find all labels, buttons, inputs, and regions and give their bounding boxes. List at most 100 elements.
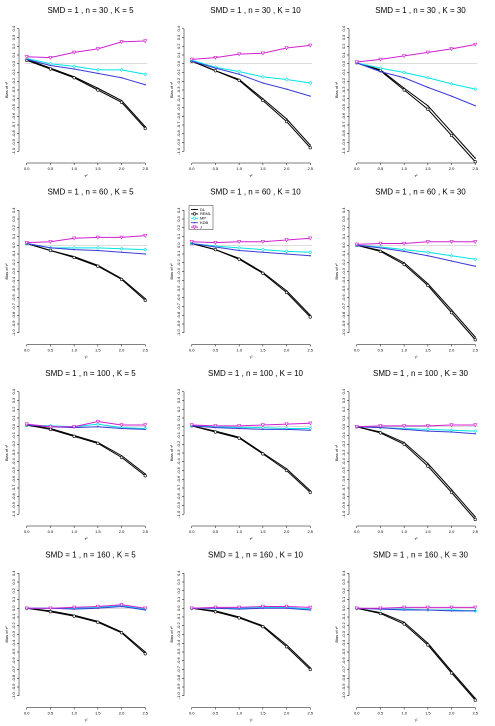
data-point-dl <box>427 105 429 107</box>
y-tick-label: -0.5 <box>176 466 181 474</box>
y-tick-label: -0.7 <box>176 302 181 310</box>
y-axis-label: Bias of τ² <box>334 263 339 280</box>
data-point-j <box>24 422 29 427</box>
series-line-reml <box>191 607 311 670</box>
data-point-j <box>473 423 478 428</box>
data-point-reml <box>72 76 76 80</box>
data-point-reml <box>284 645 289 649</box>
y-tick-label: -0.9 <box>176 138 181 146</box>
data-point-kdb <box>474 265 476 267</box>
panel-title: SMD = 1 , n = 160 , K = 30 <box>373 551 468 560</box>
x-axis-label: τ² <box>85 718 89 723</box>
legend-marker <box>192 212 197 216</box>
series-line-mp <box>191 425 311 429</box>
data-point-reml <box>449 490 454 494</box>
data-point-dl <box>427 283 429 285</box>
y-tick-label: -0.2 <box>11 77 16 85</box>
data-point-mp <box>402 247 407 252</box>
data-point-j <box>260 240 265 244</box>
y-tick-label: -0.6 <box>176 112 181 120</box>
data-point-kdb <box>26 58 28 60</box>
series-line-mp <box>26 423 146 429</box>
y-tick-label: -1.0 <box>11 510 16 518</box>
data-point-mp <box>284 249 289 254</box>
y-tick-label: -0.8 <box>341 493 346 501</box>
y-axis-label: Bias of τ² <box>4 444 9 461</box>
y-tick-label: -0.3 <box>341 267 346 275</box>
y-tick-label: -0.4 <box>341 95 346 103</box>
data-point-j <box>308 236 313 241</box>
series-line-kdb <box>191 60 311 97</box>
data-point-reml <box>308 315 312 319</box>
data-point-mp <box>284 77 289 82</box>
y-tick-label: -0.4 <box>11 276 16 284</box>
y-tick-label: -1.0 <box>341 147 346 155</box>
data-point-j <box>402 424 407 429</box>
data-point-reml <box>143 126 147 131</box>
data-point-j <box>48 240 53 244</box>
data-point-mp <box>143 247 148 252</box>
x-tick-label: 1.0 <box>236 166 242 171</box>
y-tick-label: -0.5 <box>176 648 181 656</box>
y-axis-label: Bias of τ² <box>169 263 174 280</box>
x-tick-label: 2.0 <box>119 166 125 171</box>
y-tick-label: -0.7 <box>176 121 181 129</box>
y-tick-label: -0.2 <box>341 77 346 85</box>
data-point-j <box>308 421 313 426</box>
data-point-j <box>260 604 265 609</box>
legend-marker <box>193 208 196 211</box>
data-point-j <box>308 605 313 610</box>
data-point-j <box>284 422 289 427</box>
y-tick-label: -0.4 <box>11 458 16 466</box>
series-line-dl <box>356 607 476 699</box>
data-point-kdb <box>427 430 429 432</box>
x-tick-label: 1.0 <box>236 529 242 534</box>
legend-label: J <box>200 224 202 229</box>
data-point-kdb <box>379 71 382 73</box>
y-axis-label: Bias of τ² <box>4 263 9 280</box>
data-point-mp <box>260 247 265 252</box>
series-line-reml <box>356 426 476 520</box>
y-tick-label: 0.4 <box>176 25 181 31</box>
data-point-mp <box>237 245 242 250</box>
series-line-kdb <box>191 425 311 431</box>
data-point-dl <box>474 157 476 159</box>
data-point-j <box>402 605 407 610</box>
series-line-j <box>356 424 476 428</box>
y-tick-label: -1.0 <box>341 329 346 337</box>
y-tick-label: 0.0 <box>11 242 16 248</box>
data-point-j <box>143 39 148 44</box>
y-tick-label: -0.9 <box>176 501 181 509</box>
legend-label: DL <box>200 207 206 212</box>
x-tick-label: 2.0 <box>449 166 455 171</box>
data-point-dl <box>474 697 476 699</box>
x-tick-label: 2.0 <box>119 711 125 716</box>
data-point-kdb <box>144 428 146 430</box>
data-point-j <box>189 57 194 62</box>
y-tick-label: -0.2 <box>11 440 16 448</box>
x-tick-label: 2.5 <box>307 711 313 716</box>
x-tick-label: 1.5 <box>425 348 431 353</box>
y-tick-label: -0.1 <box>341 431 346 439</box>
data-point-kdb <box>97 72 99 74</box>
data-point-reml <box>402 622 406 626</box>
y-tick-label: -0.6 <box>341 657 346 665</box>
series-line-j <box>191 606 311 609</box>
x-tick-label: 1.5 <box>95 711 101 716</box>
data-point-mp <box>449 81 454 86</box>
y-tick-label: 0.4 <box>341 207 346 213</box>
data-point-mp <box>449 253 454 258</box>
y-tick-label: -0.1 <box>11 250 16 258</box>
data-point-kdb <box>285 253 288 255</box>
data-point-reml <box>72 434 76 438</box>
x-tick-label: 1.0 <box>71 711 77 716</box>
y-tick-label: -0.6 <box>341 112 346 120</box>
data-point-reml <box>96 264 100 268</box>
data-point-kdb <box>427 255 429 257</box>
data-point-j <box>378 241 383 246</box>
series-line-j <box>356 241 476 245</box>
y-tick-label: 0.3 <box>341 397 346 403</box>
data-point-j <box>119 40 124 45</box>
y-tick-label: 0.0 <box>341 605 346 611</box>
data-point-dl <box>285 290 288 292</box>
